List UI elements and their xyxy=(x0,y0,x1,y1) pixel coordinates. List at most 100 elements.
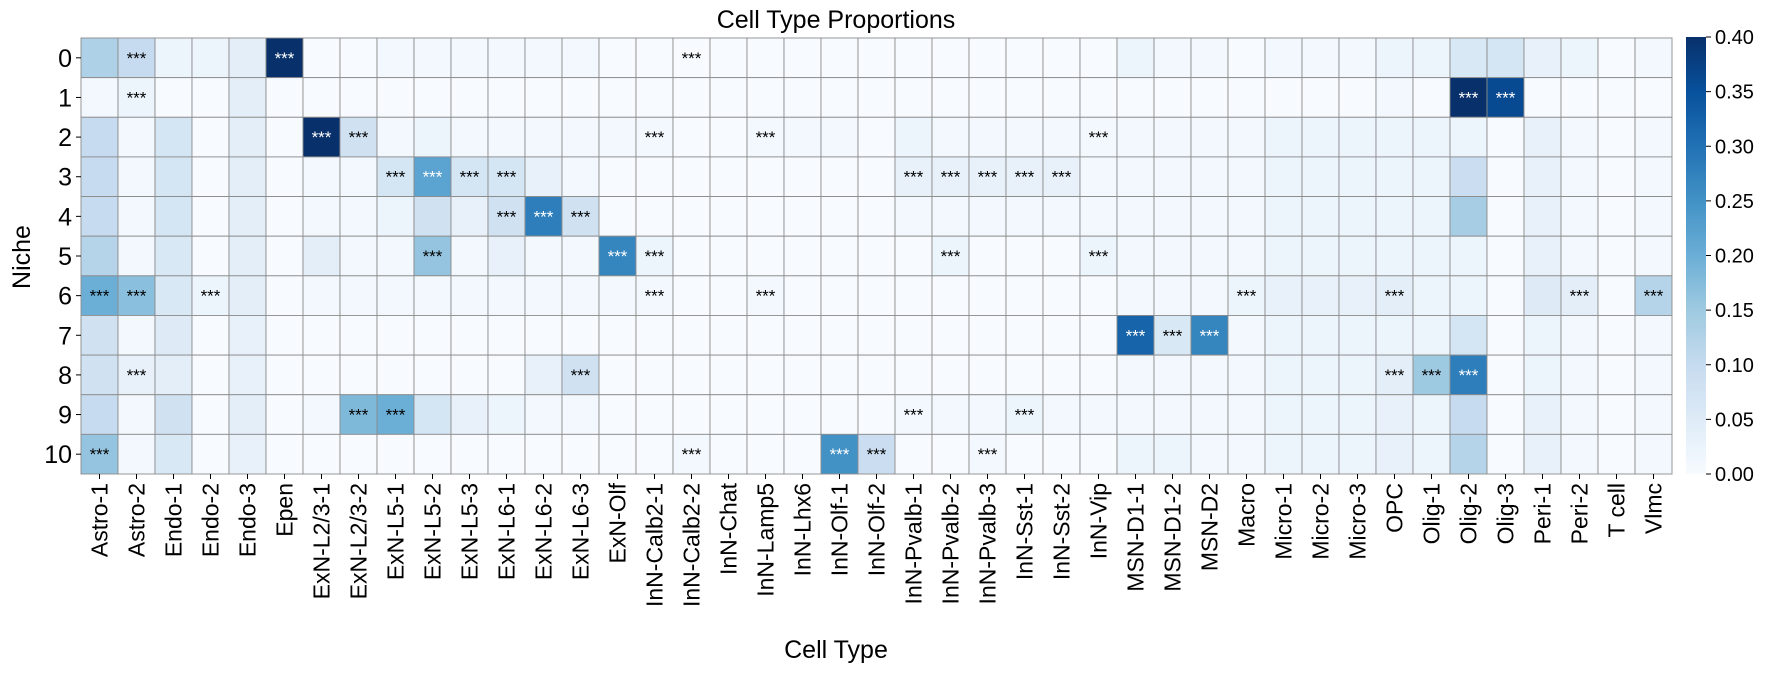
heatmap-cell xyxy=(1597,315,1636,356)
heatmap-cell xyxy=(1486,37,1525,79)
significance-label: *** xyxy=(127,366,147,385)
heatmap-cell xyxy=(1560,354,1599,396)
colorbar-tick-label: 0.25 xyxy=(1715,191,1754,213)
heatmap-cell xyxy=(376,394,415,435)
heatmap-cell xyxy=(1301,196,1340,237)
significance-label: *** xyxy=(534,207,554,226)
heatmap-cell xyxy=(1375,354,1414,396)
heatmap-cell xyxy=(339,315,378,356)
heatmap-cell xyxy=(635,394,674,435)
heatmap-cell xyxy=(931,315,970,356)
heatmap-cell xyxy=(1412,394,1451,435)
x-tick-label: Epen xyxy=(272,483,298,537)
heatmap-cell xyxy=(746,433,785,475)
heatmap-cell xyxy=(1301,235,1340,277)
heatmap-cell xyxy=(968,354,1007,396)
heatmap-cell xyxy=(80,354,119,396)
heatmap-cell xyxy=(302,235,341,277)
heatmap-cell xyxy=(1560,37,1599,79)
heatmap-cell xyxy=(1153,77,1192,118)
x-tick-label: InN-Pvalb-2 xyxy=(938,483,964,604)
heatmap-cell xyxy=(1042,156,1081,197)
x-tick-label: ExN-L5-1 xyxy=(383,483,409,580)
heatmap-cell xyxy=(1597,275,1636,316)
heatmap-cell xyxy=(228,116,267,158)
significance-label: *** xyxy=(645,287,665,306)
heatmap-cell xyxy=(820,275,859,316)
heatmap-cell xyxy=(265,433,304,475)
heatmap-cell xyxy=(672,394,711,435)
heatmap-cell xyxy=(1560,394,1599,435)
y-tick-label: 9 xyxy=(58,402,72,430)
heatmap-cell xyxy=(1116,77,1155,118)
heatmap-cell xyxy=(524,196,563,237)
heatmap-cell xyxy=(1486,196,1525,237)
heatmap-cell xyxy=(265,275,304,316)
heatmap-cell xyxy=(1338,235,1377,277)
significance-label: *** xyxy=(349,128,369,147)
x-tick-label: Macro xyxy=(1234,483,1260,547)
significance-label: *** xyxy=(127,287,147,306)
significance-label: *** xyxy=(1385,366,1405,385)
heatmap-cell xyxy=(857,196,896,237)
heatmap-cell xyxy=(1079,354,1118,396)
heatmap-cell xyxy=(783,235,822,277)
heatmap-cell xyxy=(561,394,600,435)
heatmap-cell xyxy=(746,77,785,118)
heatmap-cell xyxy=(561,275,600,316)
heatmap-cell xyxy=(894,394,933,435)
x-tick-label: InN-Chat xyxy=(716,482,742,575)
heatmap-cell xyxy=(1449,196,1488,237)
heatmap-cell xyxy=(487,354,526,396)
heatmap-cell xyxy=(339,275,378,316)
heatmap-cell xyxy=(783,354,822,396)
significance-label: *** xyxy=(423,247,443,266)
heatmap-cell xyxy=(1227,315,1266,356)
x-tick-label: InN-Calb2-1 xyxy=(642,483,668,607)
heatmap-cell xyxy=(1375,235,1414,277)
heatmap-cell xyxy=(709,77,748,118)
significance-label: *** xyxy=(978,168,998,187)
heatmap-cell xyxy=(413,394,452,435)
heatmap-cell xyxy=(1227,394,1266,435)
heatmap-cell xyxy=(1042,235,1081,277)
heatmap-cell xyxy=(1264,354,1303,396)
heatmap-cell xyxy=(894,37,933,79)
heatmap-cell xyxy=(1486,77,1525,118)
heatmap-cell xyxy=(931,235,970,277)
heatmap-cell xyxy=(1449,156,1488,197)
heatmap-cell xyxy=(635,77,674,118)
heatmap-cell xyxy=(598,275,637,316)
heatmap-cell xyxy=(598,196,637,237)
heatmap-cell xyxy=(931,37,970,79)
heatmap-cell xyxy=(339,196,378,237)
significance-label: *** xyxy=(1422,366,1442,385)
significance-label: *** xyxy=(1015,168,1035,187)
heatmap-cell xyxy=(1523,235,1562,277)
heatmap-cell xyxy=(857,394,896,435)
heatmap-cell xyxy=(450,156,489,197)
heatmap-cell xyxy=(1042,315,1081,356)
heatmap-cell xyxy=(1375,156,1414,197)
heatmap-cell xyxy=(931,156,970,197)
significance-label: *** xyxy=(460,168,480,187)
heatmap-cell xyxy=(191,354,230,396)
heatmap-cell xyxy=(1079,315,1118,356)
heatmap-cell xyxy=(635,37,674,79)
heatmap-cell xyxy=(1412,37,1451,79)
heatmap-cell xyxy=(339,156,378,197)
heatmap-cell xyxy=(1264,196,1303,237)
x-tick-label: InN-Olf-1 xyxy=(827,483,853,576)
heatmap-cell xyxy=(1116,235,1155,277)
heatmap-cell xyxy=(1153,235,1192,277)
heatmap-cell xyxy=(857,116,896,158)
x-tick-label: Endo-3 xyxy=(235,483,261,557)
heatmap-cell xyxy=(1597,433,1636,475)
significance-label: *** xyxy=(941,247,961,266)
heatmap-cell xyxy=(413,37,452,79)
heatmap-cell xyxy=(820,315,859,356)
significance-label: *** xyxy=(608,247,628,266)
heatmap-cell xyxy=(413,354,452,396)
colorbar-tick-label: 0.30 xyxy=(1715,136,1754,158)
heatmap-cell xyxy=(154,315,193,356)
